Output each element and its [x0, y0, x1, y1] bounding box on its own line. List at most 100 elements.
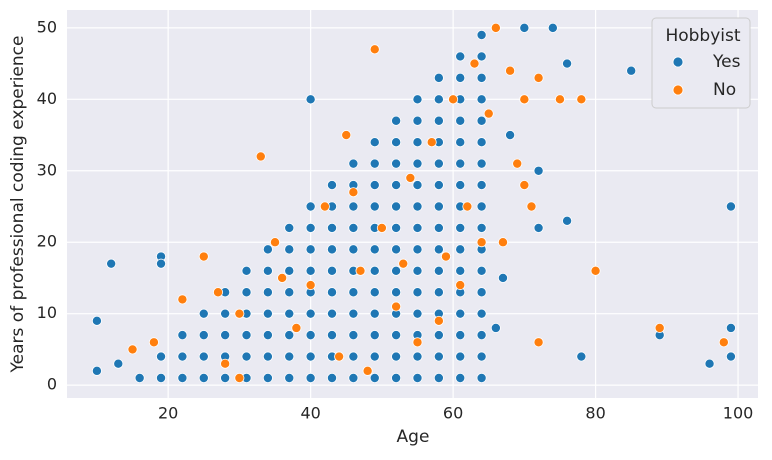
point	[455, 222, 466, 233]
y-tick-label: 30	[37, 160, 57, 179]
point	[113, 358, 124, 369]
x-tick-label: 100	[723, 404, 754, 423]
point	[134, 372, 145, 383]
point	[369, 180, 380, 191]
legend-label: No	[713, 80, 736, 100]
point	[198, 351, 209, 362]
point	[305, 94, 316, 105]
point	[455, 51, 466, 62]
point	[433, 72, 444, 83]
point	[519, 180, 530, 191]
point	[455, 308, 466, 319]
point	[327, 265, 338, 276]
point	[91, 315, 102, 326]
point	[476, 51, 487, 62]
legend-marker	[672, 84, 684, 96]
point	[497, 237, 508, 248]
point	[455, 265, 466, 276]
point	[127, 344, 138, 355]
y-axis-label: Years of professional coding experience	[8, 36, 28, 374]
point	[433, 94, 444, 105]
point	[327, 244, 338, 255]
point	[455, 115, 466, 126]
point	[576, 351, 587, 362]
point	[391, 158, 402, 169]
point	[455, 158, 466, 169]
legend: Hobbyist Yes No	[651, 17, 751, 109]
point	[348, 372, 359, 383]
point	[348, 222, 359, 233]
point	[369, 308, 380, 319]
point	[391, 137, 402, 148]
point	[398, 258, 409, 269]
point	[341, 130, 352, 141]
point	[497, 272, 508, 283]
point	[626, 65, 637, 76]
point	[284, 351, 295, 362]
point	[369, 372, 380, 383]
point	[533, 337, 544, 348]
point	[198, 372, 209, 383]
y-tick-label: 0	[47, 375, 57, 394]
point	[433, 330, 444, 341]
point	[198, 308, 209, 319]
point	[433, 180, 444, 191]
point	[476, 30, 487, 41]
point	[483, 108, 494, 119]
point	[348, 308, 359, 319]
point	[590, 265, 601, 276]
point	[369, 244, 380, 255]
point	[305, 265, 316, 276]
point	[327, 372, 338, 383]
point	[369, 137, 380, 148]
point	[476, 201, 487, 212]
point	[455, 330, 466, 341]
point	[348, 244, 359, 255]
point	[476, 222, 487, 233]
point	[455, 244, 466, 255]
y-tick-label: 10	[37, 303, 57, 322]
point	[718, 337, 729, 348]
point	[391, 372, 402, 383]
point	[391, 115, 402, 126]
point	[433, 265, 444, 276]
point	[156, 258, 167, 269]
point	[327, 180, 338, 191]
point	[476, 137, 487, 148]
point	[177, 294, 188, 305]
legend-marker	[672, 56, 684, 68]
point	[156, 351, 167, 362]
point	[91, 365, 102, 376]
point	[533, 222, 544, 233]
point	[476, 94, 487, 105]
point	[348, 158, 359, 169]
point	[505, 130, 516, 141]
point	[533, 165, 544, 176]
point	[433, 244, 444, 255]
point	[305, 280, 316, 291]
x-tick-label: 80	[585, 404, 605, 423]
point	[412, 308, 423, 319]
point	[177, 351, 188, 362]
point	[270, 237, 281, 248]
point	[348, 187, 359, 198]
point	[148, 337, 159, 348]
point	[106, 258, 117, 269]
point	[220, 308, 231, 319]
point	[305, 222, 316, 233]
x-tick-label: 20	[158, 404, 178, 423]
point	[305, 330, 316, 341]
point	[476, 237, 487, 248]
point	[433, 351, 444, 362]
point	[725, 201, 736, 212]
point	[519, 94, 530, 105]
point	[412, 337, 423, 348]
legend-label: Yes	[712, 52, 741, 72]
point	[305, 244, 316, 255]
point	[412, 372, 423, 383]
point	[412, 201, 423, 212]
point	[490, 322, 501, 333]
point	[455, 72, 466, 83]
point	[305, 372, 316, 383]
